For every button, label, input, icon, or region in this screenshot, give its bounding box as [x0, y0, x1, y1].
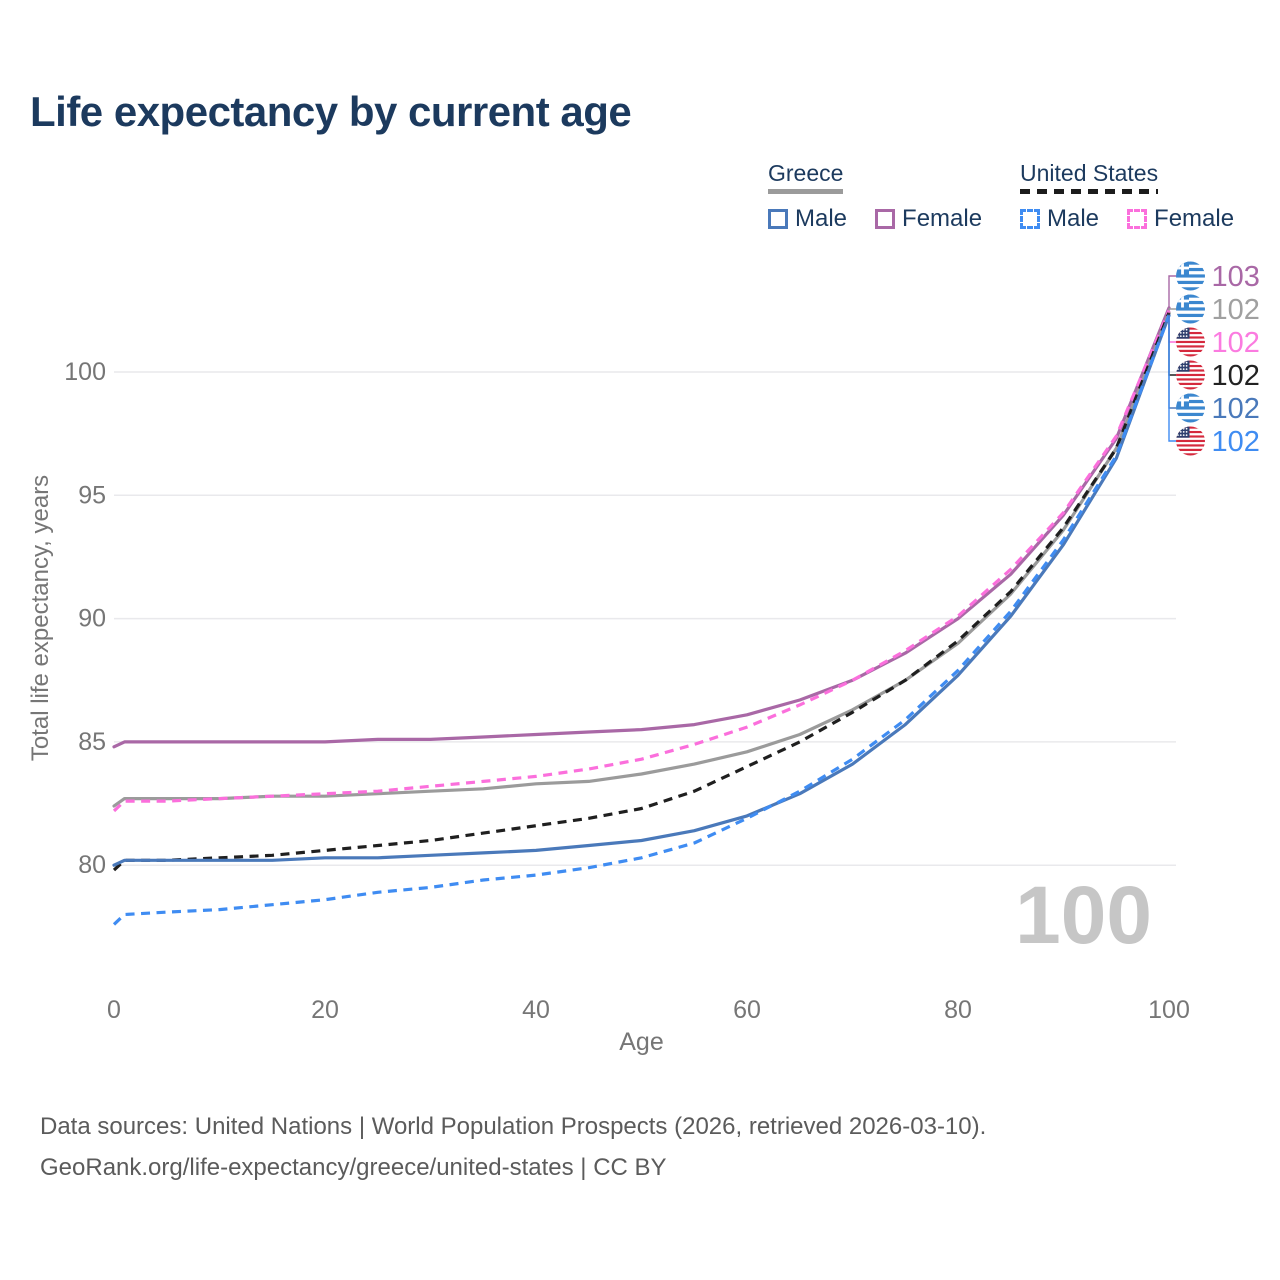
end-value-label-greece-female: 103 [1212, 261, 1260, 293]
series-line-greece-male[interactable] [112, 313, 1171, 867]
end-value-label-greece-both-sexes: 102 [1212, 294, 1260, 326]
legend-item-label: Female [902, 205, 983, 232]
footer-data-sources: Data sources: United Nations | World Pop… [40, 1113, 987, 1140]
leader-line-united-states-male [1168, 315, 1176, 442]
x-tick-100: 100 [1148, 996, 1190, 1024]
leader-line-greece-male [1168, 315, 1176, 409]
legend-country-greece[interactable]: Greece [768, 160, 844, 194]
legend-item-greece-male[interactable]: Male [768, 205, 847, 233]
legend-items-row: Male Female [1020, 205, 1234, 233]
greece-flag-icon [1176, 393, 1205, 423]
chart-legend: Greece Male Female United States Male Female [0, 0, 1280, 250]
legend-swatch-icon [1020, 209, 1040, 229]
legend-item-united-states-female[interactable]: Female [1127, 205, 1234, 233]
legend-item-label: Male [1047, 205, 1100, 232]
series-line-united-states-female[interactable] [112, 309, 1171, 813]
legend-swatch-icon [875, 209, 896, 229]
legend-country-united-states[interactable]: United States [1020, 160, 1159, 194]
age-watermark: 100 [1015, 870, 1152, 961]
legend-items-row: Male Female [768, 205, 982, 233]
series-line-greece-female[interactable] [112, 306, 1171, 749]
y-tick-90: 90 [78, 605, 106, 633]
x-tick-80: 80 [944, 996, 972, 1024]
legend-country-line-swatch [1020, 189, 1159, 194]
legend-item-greece-female[interactable]: Female [875, 205, 982, 233]
x-axis-title: Age [619, 1028, 663, 1056]
x-tick-40: 40 [522, 996, 550, 1024]
x-tick-60: 60 [733, 996, 761, 1024]
us-flag-icon [1176, 327, 1205, 357]
series-line-greece-both-sexes[interactable] [112, 311, 1171, 808]
legend-country-line-swatch [768, 189, 844, 194]
series-line-united-states-both-sexes[interactable] [112, 312, 1171, 872]
us-flag-icon [1176, 426, 1205, 456]
series-line-united-states-male[interactable] [112, 314, 1171, 926]
legend-item-label: Male [795, 205, 848, 232]
legend-swatch-icon [768, 209, 788, 229]
greece-flag-icon [1176, 294, 1205, 324]
x-tick-0: 0 [107, 996, 121, 1024]
legend-group-greece: Greece Male Female [768, 160, 982, 233]
x-tick-20: 20 [311, 996, 339, 1024]
leader-line-greece-female [1168, 275, 1176, 308]
chart-canvas: 80 85 90 95 100 0 20 40 60 80 100 Age Total life exp… [27, 261, 1260, 1056]
y-axis-title: Total life expectancy, years [27, 475, 54, 761]
end-value-label-greece-male: 102 [1212, 393, 1260, 425]
legend-swatch-icon [1127, 209, 1148, 229]
page-title: Life expectancy by current age [30, 88, 632, 135]
end-value-label-united-states-female: 102 [1212, 327, 1260, 359]
y-tick-95: 95 [78, 481, 106, 509]
footer: Data sources: United Nations | World Pop… [40, 1106, 986, 1188]
legend-item-united-states-male[interactable]: Male [1020, 205, 1099, 233]
footer-attribution-link: GeoRank.org/life-expectancy/greece/unite… [40, 1154, 667, 1181]
y-tick-100: 100 [64, 358, 106, 386]
legend-item-label: Female [1154, 205, 1235, 232]
end-value-label-united-states-both-sexes: 102 [1212, 360, 1260, 392]
us-flag-icon [1176, 360, 1205, 390]
legend-group-united-states: United States Male Female [1020, 160, 1234, 233]
leader-line-united-states-both-sexes [1168, 312, 1176, 376]
y-tick-80: 80 [78, 851, 106, 879]
greece-flag-icon [1176, 261, 1205, 291]
y-tick-85: 85 [78, 728, 106, 756]
end-value-label-united-states-male: 102 [1212, 426, 1260, 458]
